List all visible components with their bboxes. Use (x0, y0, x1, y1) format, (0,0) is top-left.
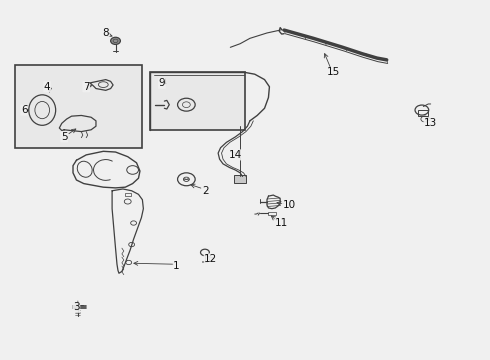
Text: 6: 6 (21, 105, 27, 115)
Text: 13: 13 (424, 118, 437, 128)
Text: 9: 9 (159, 78, 165, 88)
Bar (125, 193, 131, 196)
Bar (15, 65, 143, 148)
Text: 2: 2 (202, 186, 209, 196)
Text: 10: 10 (282, 200, 295, 210)
Text: 4: 4 (44, 82, 50, 92)
Bar (234, 175, 246, 183)
Circle shape (111, 37, 121, 44)
Text: 1: 1 (173, 261, 180, 271)
Text: 11: 11 (275, 218, 288, 228)
Text: 14: 14 (229, 150, 242, 160)
Text: 15: 15 (326, 67, 340, 77)
Text: 5: 5 (61, 132, 68, 142)
Text: 8: 8 (102, 28, 109, 38)
Bar (150, 72, 245, 130)
Bar (418, 110, 428, 116)
Text: 3: 3 (73, 302, 80, 312)
Bar (269, 212, 276, 215)
Text: 12: 12 (204, 254, 218, 264)
Text: 7: 7 (83, 82, 90, 92)
